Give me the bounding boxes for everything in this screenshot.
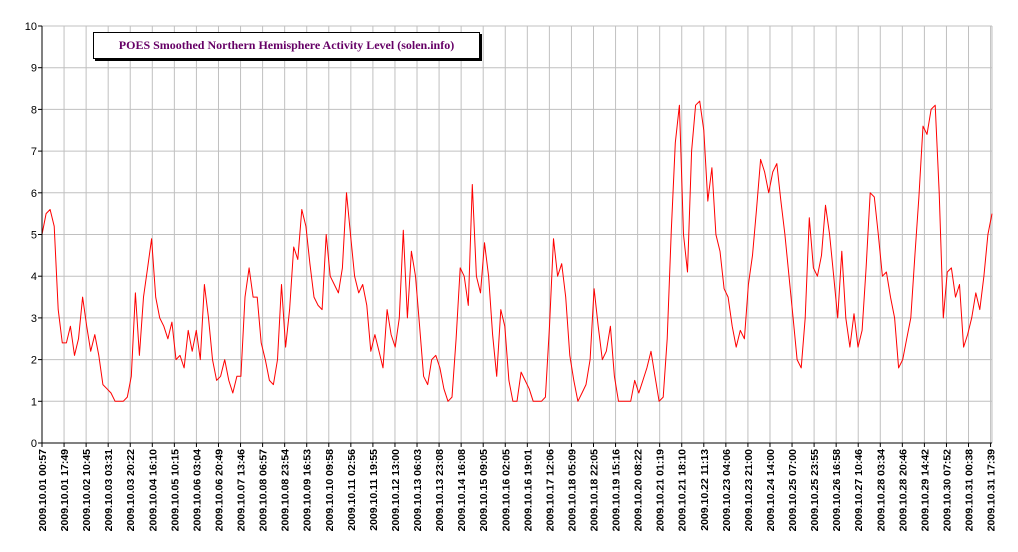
x-tick-label: 2009.10.16 02:05 [500,449,512,531]
x-tick-label: 2009.10.01 17:49 [59,449,71,531]
y-tick-label: 0 [31,438,37,450]
y-tick-label: 7 [31,146,37,158]
x-tick-label: 2009.10.13 23:08 [434,449,446,531]
y-tick-label: 2 [31,355,37,367]
x-tick-label: 2009.10.19 15:16 [611,449,623,531]
x-tick-label: 2009.10.22 11:13 [699,449,711,531]
x-tick-label: 2009.10.18 22:05 [589,449,601,531]
x-tick-label: 2009.10.28 20:46 [897,449,909,531]
x-tick-label: 2009.10.02 10:45 [81,449,93,531]
x-tick-label: 2009.10.09 16:53 [302,449,314,531]
x-tick-label: 2009.10.27 10:46 [853,449,865,531]
axes [38,25,992,447]
x-tick-label: 2009.10.28 03:34 [875,449,887,531]
x-tick-label: 2009.10.07 13:46 [236,449,248,531]
x-tick-label: 2009.10.23 04:06 [721,449,733,531]
x-tick-label: 2009.10.04 16:10 [147,449,159,531]
y-tick-label: 3 [31,313,37,325]
x-tick-label: 2009.10.03 20:22 [125,449,137,531]
x-tick-label: 2009.10.08 23:54 [280,449,292,531]
x-tick-label: 2009.10.25 23:55 [809,449,821,531]
x-tick-label: 2009.10.31 00:38 [964,449,976,531]
x-tick-label: 2009.10.13 06:03 [412,449,424,531]
y-tick-label: 5 [31,230,37,242]
y-tick-label: 10 [25,21,37,33]
x-tick-label: 2009.10.21 01:19 [655,449,667,531]
x-tick-label: 2009.10.03 03:31 [103,449,115,531]
x-tick-label: 2009.10.31 17:39 [986,449,998,531]
x-tick-label: 2009.10.10 09:58 [324,449,336,531]
x-tick-label: 2009.10.08 06:57 [258,449,270,531]
x-tick-label: 2009.10.12 13:00 [390,449,402,531]
x-tick-label: 2009.10.11 02:56 [346,449,358,531]
x-tick-label: 2009.10.11 19:55 [368,449,380,531]
x-tick-label: 2009.10.15 09:05 [478,449,490,531]
x-tick-label: 2009.10.17 12:06 [544,449,556,531]
x-tick-label: 2009.10.14 16:08 [456,449,468,531]
x-tick-label: 2009.10.30 07:52 [941,449,953,531]
y-axis-tick-labels: 0 1 2 3 4 5 6 7 8 9 10 [25,21,37,450]
x-tick-label: 2009.10.24 14:00 [765,449,777,531]
x-tick-label: 2009.10.16 19:01 [522,449,534,531]
x-tick-label: 2009.10.20 08:22 [633,449,645,531]
chart-title: POES Smoothed Northern Hemisphere Activi… [118,38,455,52]
series-line-activity-level [41,100,993,402]
gridlines [42,25,993,443]
y-tick-label: 9 [31,63,37,75]
y-tick-label: 6 [31,188,37,200]
x-tick-label: 2009.10.29 14:42 [919,449,931,531]
x-tick-label: 2009.10.06 20:49 [213,449,225,531]
y-tick-label: 1 [31,396,37,408]
y-tick-label: 4 [31,271,37,283]
x-tick-label: 2009.10.05 10:15 [169,449,181,531]
x-tick-label: 2009.10.21 18:10 [677,449,689,531]
y-tick-label: 8 [31,104,37,116]
chart-title-box: POES Smoothed Northern Hemisphere Activi… [93,32,480,59]
series-layer [41,100,993,402]
x-tick-label: 2009.10.01 00:57 [37,449,49,531]
x-tick-label: 2009.10.23 21:00 [743,449,755,531]
x-axis-tick-labels: 2009.10.01 00:57 2009.10.01 17:49 2009.10.… [37,449,998,531]
x-tick-label: 2009.10.25 07:00 [787,449,799,531]
x-tick-label: 2009.10.06 03:04 [191,449,203,531]
x-tick-label: 2009.10.18 05:09 [566,449,578,531]
x-tick-label: 2009.10.26 16:58 [831,449,843,531]
